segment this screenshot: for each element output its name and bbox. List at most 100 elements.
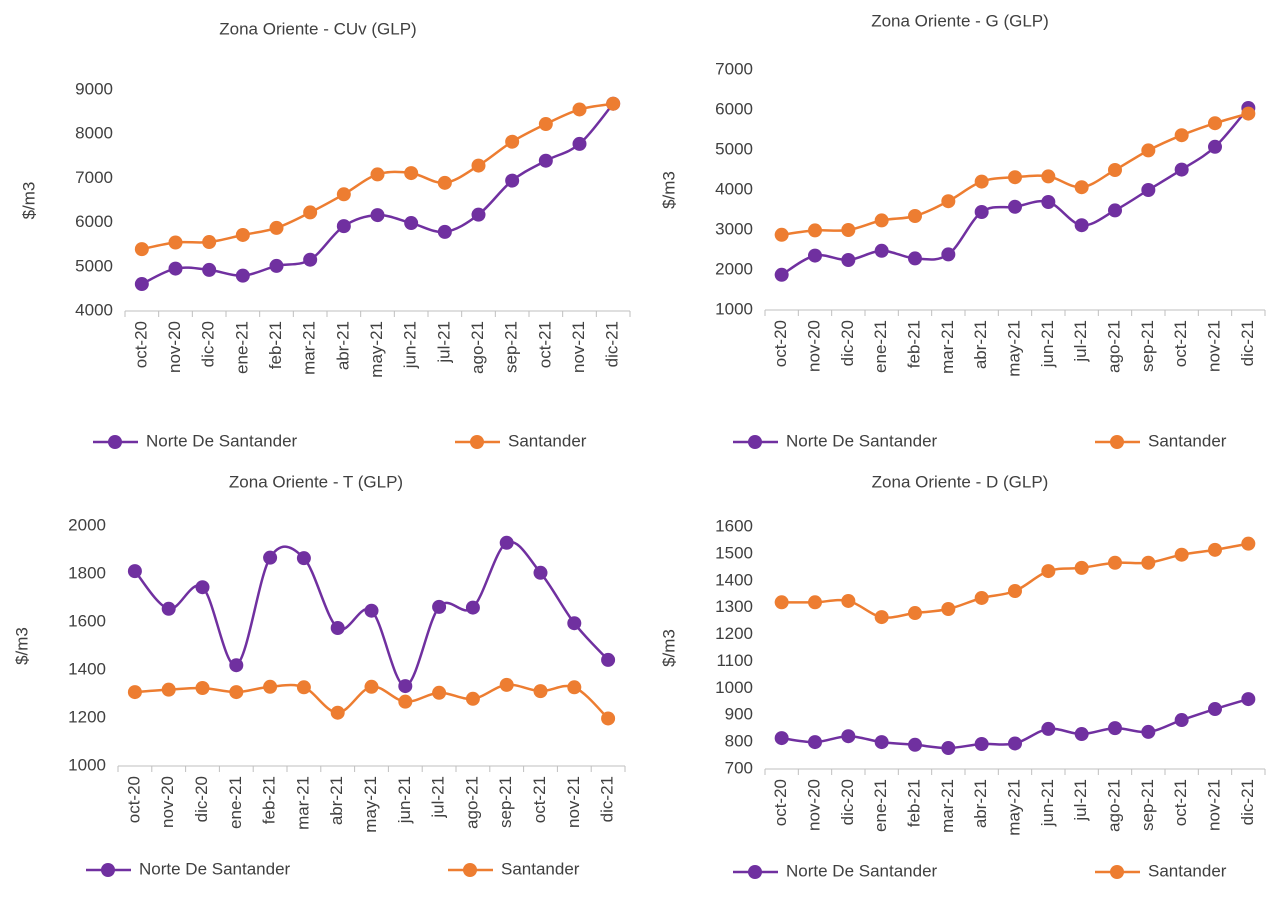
y-tick-label: 2000 <box>715 259 753 278</box>
x-tick-label: jun-21 <box>1038 320 1057 368</box>
data-point <box>330 705 345 720</box>
x-tick-label: abr-21 <box>971 320 990 369</box>
x-tick-label: feb-21 <box>904 779 923 827</box>
data-point <box>398 679 413 694</box>
data-point <box>505 173 520 188</box>
x-tick-label: feb-21 <box>904 320 923 368</box>
data-point <box>606 96 621 111</box>
x-tick-label: may-21 <box>1004 320 1023 377</box>
y-tick-label: 4000 <box>715 179 753 198</box>
data-point <box>908 209 922 223</box>
data-point <box>1008 170 1022 185</box>
data-point <box>572 102 587 117</box>
chart-title: Zona Oriente - CUv (GLP) <box>219 19 416 38</box>
x-tick-label: jul-21 <box>1071 320 1090 363</box>
x-tick-label: nov-21 <box>1204 779 1223 831</box>
x-tick-label: oct-21 <box>530 776 549 823</box>
data-point <box>364 679 379 694</box>
legend-label: Santander <box>1148 861 1227 880</box>
data-point <box>269 220 284 235</box>
y-tick-label: 1100 <box>716 651 753 670</box>
x-tick-label: ene-21 <box>871 320 890 373</box>
y-axis-label: $/m3 <box>659 629 678 667</box>
data-point <box>1208 116 1222 131</box>
x-tick-label: feb-21 <box>266 321 285 369</box>
data-point <box>471 207 486 222</box>
legend-marker <box>1110 865 1124 879</box>
data-point <box>874 735 889 750</box>
y-tick-label: 3000 <box>715 219 753 238</box>
data-point <box>263 550 278 565</box>
y-tick-label: 9000 <box>75 79 113 98</box>
y-tick-label: 5000 <box>715 139 753 158</box>
x-tick-label: ago-21 <box>462 776 481 829</box>
x-tick-label: ene-21 <box>871 779 890 832</box>
data-point <box>404 166 419 181</box>
data-point <box>127 564 142 579</box>
x-tick-label: abr-21 <box>333 321 352 370</box>
y-tick-label: 1000 <box>715 299 753 318</box>
data-point <box>908 251 922 266</box>
data-point <box>1108 721 1122 736</box>
data-point <box>974 590 989 605</box>
data-point <box>974 205 989 219</box>
y-tick-label: 1600 <box>715 516 753 535</box>
data-point <box>538 117 553 132</box>
x-tick-label: nov-20 <box>158 776 177 828</box>
data-point <box>1208 702 1222 717</box>
data-point <box>330 621 345 635</box>
data-point <box>195 580 210 595</box>
data-point <box>841 223 856 237</box>
legend-marker <box>101 863 115 877</box>
data-point <box>168 261 183 276</box>
x-tick-label: oct-20 <box>124 776 143 823</box>
data-point <box>168 235 183 250</box>
x-tick-label: jul-21 <box>429 776 448 819</box>
y-tick-label: 1400 <box>715 570 753 589</box>
data-point <box>303 252 318 267</box>
x-tick-label: ago-21 <box>468 321 487 374</box>
data-point <box>601 711 616 726</box>
x-tick-label: may-21 <box>361 776 380 833</box>
data-point <box>841 593 856 608</box>
y-tick-label: 1800 <box>68 563 106 582</box>
data-point <box>499 677 514 692</box>
x-tick-label: dic-21 <box>1238 320 1257 366</box>
data-point <box>263 679 278 694</box>
x-tick-label: oct-21 <box>535 321 554 368</box>
data-point <box>1008 583 1022 598</box>
y-tick-label: 4000 <box>75 300 113 319</box>
data-point <box>229 685 244 700</box>
data-point <box>1208 139 1222 154</box>
y-axis-label: $/m3 <box>19 182 38 220</box>
data-point <box>1141 724 1156 739</box>
data-point <box>269 258 284 273</box>
data-point <box>874 243 889 258</box>
y-tick-label: 7000 <box>75 168 113 187</box>
y-tick-label: 700 <box>725 758 753 777</box>
y-tick-label: 800 <box>725 732 753 751</box>
y-tick-label: 1200 <box>68 707 106 726</box>
data-point <box>1074 560 1089 575</box>
chart-title: Zona Oriente - D (GLP) <box>872 472 1049 491</box>
legend-label: Santander <box>501 859 580 878</box>
data-point <box>808 248 822 263</box>
x-tick-label: sep-21 <box>496 776 515 828</box>
y-tick-label: 6000 <box>715 99 753 118</box>
x-tick-label: nov-20 <box>165 321 184 373</box>
data-point <box>336 187 351 202</box>
legend-label: Santander <box>508 431 587 450</box>
legend-marker <box>748 865 762 879</box>
y-tick-label: 1400 <box>68 659 106 678</box>
x-tick-label: oct-20 <box>131 321 150 368</box>
data-point <box>1174 713 1189 728</box>
data-point <box>1174 162 1189 177</box>
y-axis-label: $/m3 <box>659 171 678 209</box>
x-tick-label: jul-21 <box>1071 779 1090 822</box>
data-point <box>437 175 452 190</box>
x-tick-label: ene-21 <box>226 776 245 829</box>
x-tick-label: sep-21 <box>502 321 521 373</box>
data-point <box>874 610 889 625</box>
x-tick-label: may-21 <box>367 321 386 378</box>
x-tick-label: abr-21 <box>971 779 990 828</box>
